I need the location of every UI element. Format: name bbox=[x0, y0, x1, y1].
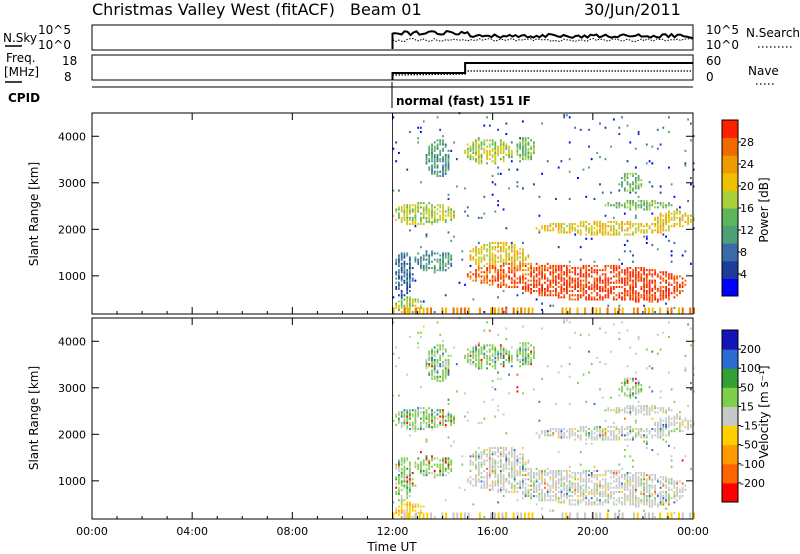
colorbar-tick-label: -15 bbox=[740, 420, 758, 433]
time-axis-label: Time UT bbox=[366, 540, 417, 554]
y-tick-label-0-3: 1000 bbox=[58, 270, 86, 283]
colorbar-tick-label: 28 bbox=[740, 136, 754, 149]
velocity-colorbar-label: Velocity [m s⁻¹] bbox=[757, 365, 771, 458]
colorbar-segment bbox=[722, 120, 738, 139]
freq-tick-top: 18 bbox=[62, 54, 77, 68]
colorbar-tick-label: 15 bbox=[740, 400, 754, 413]
y-tick-label-1-0: 4000 bbox=[58, 335, 86, 348]
power-colorbar-label: Power [dB] bbox=[757, 177, 771, 242]
y-tick-label-1-1: 3000 bbox=[58, 382, 86, 395]
y-tick-label-0-0: 4000 bbox=[58, 130, 86, 143]
x-tick-label-2: 08:00 bbox=[276, 525, 308, 538]
colorbar-tick-label: 12 bbox=[740, 224, 754, 237]
power-colorbar: 28 24 20 16 12 8 4 bbox=[721, 119, 754, 297]
x-tick-label-3: 12:00 bbox=[377, 525, 409, 538]
colorbar-segment bbox=[722, 155, 738, 174]
nsearch-tick-bottom: 10^0 bbox=[706, 38, 739, 52]
colorbar-tick-label: 4 bbox=[740, 268, 747, 281]
velocity-colorbar: 200 100 50 15 -15 -50 -100 -200 bbox=[721, 329, 765, 503]
colorbar-segment bbox=[722, 463, 738, 484]
colorbar-segment bbox=[722, 278, 738, 297]
colorbar-segment bbox=[722, 330, 738, 350]
colorbar-tick-label: -200 bbox=[740, 477, 765, 490]
freq-label-2: [MHz] bbox=[4, 65, 39, 79]
nsky-panel bbox=[91, 24, 694, 51]
colorbar-tick-label: 200 bbox=[740, 343, 761, 356]
colorbar-tick-label: 100 bbox=[740, 362, 761, 375]
beam-label: Beam 01 bbox=[350, 0, 422, 19]
nsky-tick-bottom: 10^0 bbox=[38, 38, 71, 52]
colorbar-segment bbox=[722, 260, 738, 279]
nave-label: Nave bbox=[748, 64, 779, 78]
nsky-tick-top: 10^5 bbox=[38, 23, 71, 37]
nave-trace bbox=[392, 70, 693, 76]
y-tick-label-1-2: 2000 bbox=[58, 428, 86, 441]
y-tick-label-0-2: 2000 bbox=[58, 223, 86, 236]
x-tick-label-6: 00:00 bbox=[677, 525, 709, 538]
colorbar-tick-label: 20 bbox=[740, 180, 754, 193]
velocity-axes: 00:00 04:00 08:00 12:00 16:00 20:00 00:00 4000 3… bbox=[58, 318, 709, 538]
x-tick-label-4: 16:00 bbox=[477, 525, 509, 538]
date-label: 30/Jun/2011 bbox=[584, 0, 681, 19]
nsearch-tick-top: 10^5 bbox=[706, 23, 739, 37]
colorbar-tick-label: 50 bbox=[740, 381, 754, 394]
power-heatmap bbox=[392, 112, 695, 314]
nave-tick-top: 60 bbox=[706, 54, 721, 68]
power-ylabel: Slant Range [km] bbox=[27, 162, 41, 266]
nsearch-trace bbox=[392, 37, 693, 49]
nsearch-label: N.Search bbox=[746, 26, 800, 40]
colorbar-tick-label: -100 bbox=[740, 458, 765, 471]
y-tick-label-0-1: 3000 bbox=[58, 177, 86, 190]
colorbar-segment bbox=[722, 368, 738, 388]
velocity-ylabel: Slant Range [km] bbox=[27, 366, 41, 470]
freq-tick-bottom: 8 bbox=[64, 70, 72, 84]
colorbar-tick-label: 24 bbox=[740, 158, 754, 171]
velocity-heatmap bbox=[392, 317, 695, 519]
cpid-label: CPID bbox=[8, 91, 40, 105]
colorbar-segment bbox=[722, 349, 738, 369]
x-tick-label-5: 20:00 bbox=[577, 525, 609, 538]
radar-title: Christmas Valley West (fitACF) bbox=[92, 0, 335, 19]
colorbar-segment bbox=[722, 172, 738, 191]
freq-trace bbox=[391, 62, 693, 80]
nave-tick-bottom: 0 bbox=[706, 70, 714, 84]
colorbar-segment bbox=[722, 482, 738, 503]
y-tick-label-1-3: 1000 bbox=[58, 475, 86, 488]
freq-label-1: Freq. bbox=[6, 51, 36, 65]
colorbar-tick-label: -50 bbox=[740, 439, 758, 452]
colorbar-segment bbox=[722, 444, 738, 465]
x-tick-label-0: 00:00 bbox=[76, 525, 108, 538]
colorbar-tick-label: 16 bbox=[740, 202, 754, 215]
colorbar-segment bbox=[722, 387, 738, 407]
x-tick-label-1: 04:00 bbox=[176, 525, 208, 538]
colorbar-segment bbox=[722, 406, 738, 427]
colorbar-segment bbox=[722, 243, 738, 262]
nsky-label: N.Sky bbox=[3, 31, 37, 45]
cpid-text: normal (fast) 151 IF bbox=[396, 94, 531, 108]
colorbar-segment bbox=[722, 137, 738, 156]
colorbar-tick-label: 8 bbox=[740, 246, 747, 259]
colorbar-segment bbox=[722, 190, 738, 209]
colorbar-segment bbox=[722, 208, 738, 227]
colorbar-segment bbox=[722, 225, 738, 244]
nsky-trace bbox=[391, 30, 693, 49]
colorbar-segment bbox=[722, 425, 738, 446]
power-axes: 4000 3000 2000 1000 bbox=[58, 113, 694, 314]
